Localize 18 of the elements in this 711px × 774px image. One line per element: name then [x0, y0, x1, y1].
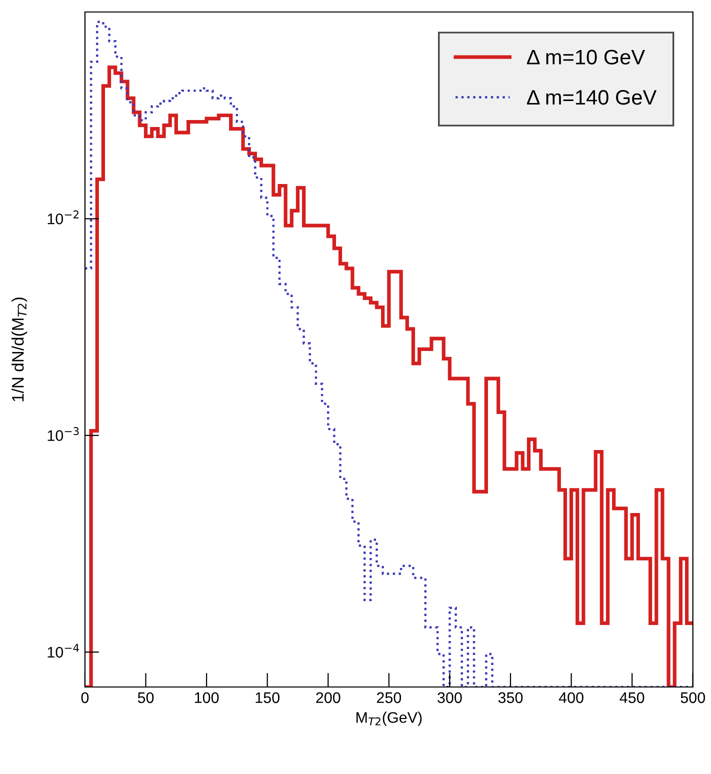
y-axis-title: 1/N dN/d(M$_{T2}$)	[12, 298, 28, 402]
x-tick-label: 450	[620, 692, 644, 704]
y-tick-label: 10$^{−2}$	[48, 210, 78, 224]
x-tick-label: 200	[316, 692, 340, 704]
x-tick-label: 0	[81, 692, 89, 704]
legend-label: Δ m=140 GeV	[526, 90, 657, 105]
x-tick-label: 500	[680, 692, 706, 704]
x-tick-label: 150	[256, 692, 280, 704]
x-tick-label: 300	[438, 692, 462, 704]
x-tick-label: 400	[558, 692, 584, 704]
x-tick-label: 100	[194, 692, 219, 704]
y-tick-label: 10$^{−3}$	[48, 427, 79, 441]
x-tick-label: 350	[498, 692, 523, 704]
legend-label: Δ m=10 GeV	[526, 50, 645, 65]
x-axis-title: M$_{T2}$(GeV)	[356, 712, 422, 726]
x-tick-label: 250	[376, 692, 402, 704]
y-tick-label: 10$^{−4}$	[48, 644, 79, 658]
x-tick-label: 50	[138, 692, 154, 704]
